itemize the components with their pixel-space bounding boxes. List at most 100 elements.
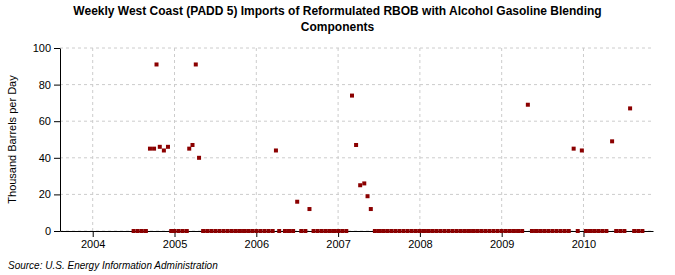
point — [402, 229, 406, 233]
point — [451, 229, 455, 233]
point — [550, 229, 554, 233]
x-axis-tick-label: 2010 — [572, 238, 596, 250]
point — [576, 229, 580, 233]
y-axis-tick-label: 0 — [45, 225, 51, 237]
y-axis-tick-label: 100 — [33, 42, 51, 54]
point — [201, 229, 205, 233]
point — [277, 229, 281, 233]
point — [166, 145, 170, 149]
point — [238, 229, 242, 233]
point — [406, 229, 410, 233]
x-axis-tick: 2006 — [245, 231, 269, 250]
plot-area — [132, 62, 645, 233]
point — [362, 181, 366, 185]
point — [542, 229, 546, 233]
point — [358, 183, 362, 187]
y-axis-tick-mark — [54, 158, 60, 159]
point — [467, 229, 471, 233]
point — [254, 229, 258, 233]
point — [350, 94, 354, 98]
point — [546, 229, 550, 233]
point — [592, 229, 596, 233]
point — [316, 229, 320, 233]
point — [194, 62, 198, 66]
point — [377, 229, 381, 233]
x-axis-tick: 2009 — [490, 231, 514, 250]
point — [479, 229, 483, 233]
point — [447, 229, 451, 233]
grid-line-x — [174, 48, 175, 231]
point — [410, 229, 414, 233]
point — [487, 229, 491, 233]
point — [463, 229, 467, 233]
point — [140, 229, 144, 233]
point — [628, 106, 632, 110]
point — [217, 229, 221, 233]
point — [554, 229, 558, 233]
point — [393, 229, 397, 233]
point — [234, 229, 238, 233]
point — [418, 229, 422, 233]
point — [414, 229, 418, 233]
point — [640, 229, 644, 233]
point — [303, 229, 307, 233]
chart: 2004200520062007200820092010020406080100… — [0, 0, 675, 275]
point — [459, 229, 463, 233]
grid-line-x — [501, 48, 502, 231]
point — [213, 229, 217, 233]
point — [516, 229, 520, 233]
y-axis-tick: 80 — [39, 79, 60, 91]
point — [181, 229, 185, 233]
point — [177, 229, 181, 233]
point — [312, 229, 316, 233]
point — [580, 148, 584, 152]
y-axis-line — [60, 49, 61, 232]
title: Weekly West Coast (PADD 5) Imports of Re… — [73, 4, 601, 34]
point — [336, 229, 340, 233]
x-axis-tick-label: 2006 — [245, 238, 269, 250]
grid — [60, 48, 653, 231]
point — [132, 229, 136, 233]
y-axis-tick-mark — [54, 121, 60, 122]
grid-line-y — [60, 121, 653, 122]
point — [340, 229, 344, 233]
grid-line-y — [60, 84, 653, 85]
point — [430, 229, 434, 233]
y-axis-tick: 60 — [39, 115, 60, 127]
grid-line-x — [583, 48, 584, 231]
point — [187, 147, 191, 151]
point — [271, 229, 275, 233]
y-axis-tick-mark — [54, 85, 60, 86]
point — [600, 229, 604, 233]
point — [162, 148, 166, 152]
point — [205, 229, 209, 233]
point — [369, 207, 373, 211]
y-axis: 0 20 40 60 80 100 — [33, 42, 61, 237]
x-axis-tick-label: 2008 — [408, 238, 432, 250]
point — [534, 229, 538, 233]
point — [185, 229, 189, 233]
point — [381, 229, 385, 233]
point — [530, 229, 534, 233]
y-axis-tick-label: 40 — [39, 152, 51, 164]
point — [426, 229, 430, 233]
point — [222, 229, 226, 233]
point — [230, 229, 234, 233]
point — [373, 229, 377, 233]
point — [397, 229, 401, 233]
y-axis-tick-label: 60 — [39, 115, 51, 127]
x-axis-tick-label: 2009 — [490, 238, 514, 250]
y-axis-tick: 40 — [39, 152, 60, 164]
point — [332, 229, 336, 233]
point — [155, 62, 159, 66]
y-axis-tick: 0 — [45, 225, 60, 237]
x-axis-tick-mark — [93, 231, 94, 237]
x-axis-tick: 2007 — [326, 231, 350, 250]
point — [475, 229, 479, 233]
x-axis-tick: 2010 — [572, 231, 596, 250]
annotation: Source: U.S. Energy Information Administ… — [8, 260, 218, 271]
y-axis-tick-label: 20 — [39, 188, 51, 200]
point — [455, 229, 459, 233]
grid-line-y — [60, 194, 653, 195]
point — [492, 229, 496, 233]
